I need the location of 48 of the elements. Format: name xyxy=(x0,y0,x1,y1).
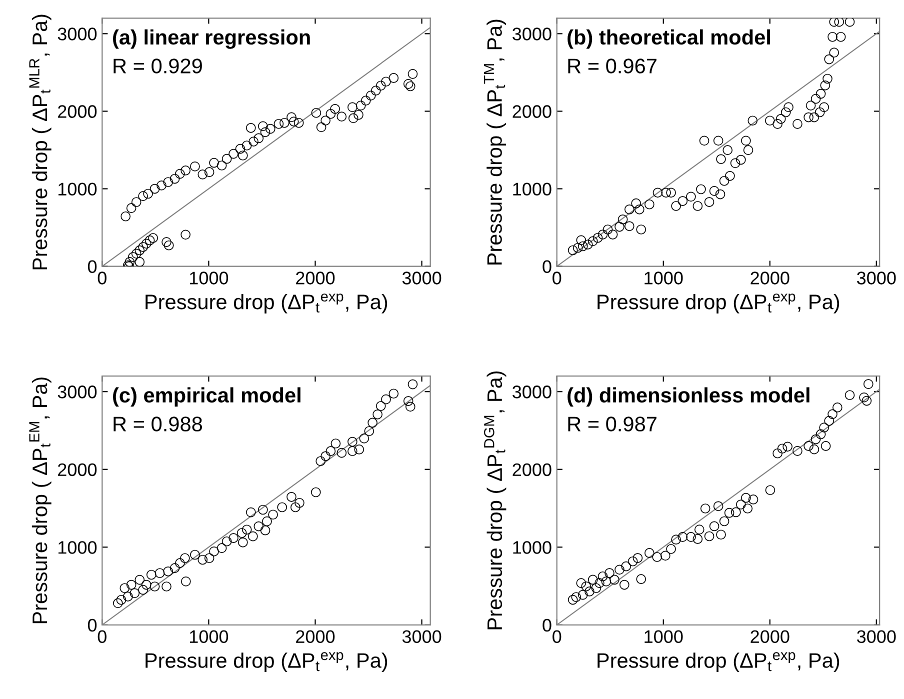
x-tick-label: 2000 xyxy=(750,630,790,644)
x-axis-title: Pressure drop (ΔP$_{t}$$^{exp}$, Pa) xyxy=(146,294,388,314)
x-tick-label: 1000 xyxy=(190,272,228,284)
x-axis-title: Pressure drop (ΔP$_{t}$$^{exp}$, Pa) xyxy=(598,652,840,672)
y-tick-label: 0 xyxy=(542,260,552,274)
x-tick-label: 0 xyxy=(552,272,562,284)
y-tick-label: 1000 xyxy=(513,541,552,554)
x-tick-label: 1000 xyxy=(190,630,228,644)
text: (c) empirical model xyxy=(113,387,300,407)
y-tick-label: 1000 xyxy=(513,182,552,196)
y-tick-label: 2000 xyxy=(512,105,552,118)
y-tick-label: 3000 xyxy=(58,28,97,40)
x-tick-label: 1000 xyxy=(644,272,683,284)
annotation: R = 0.988 xyxy=(114,416,202,432)
y-tick-label: 3000 xyxy=(512,386,552,398)
x-axis-title: Pressure drop (ΔP$_{t}$$^{exp}$, Pa) xyxy=(146,652,388,672)
annotation: R = 0.987 xyxy=(568,416,656,432)
text: (d) dimensionless model xyxy=(568,387,810,407)
x-tick-label: 0 xyxy=(98,272,106,284)
y-tick-label: 0 xyxy=(88,618,97,632)
y-axis-title: Pressure drop ( ΔP$_{t}$$^{DGM}$, Pa) xyxy=(484,371,506,630)
x-tick-label: 1000 xyxy=(644,630,683,644)
x-tick-label: 2000 xyxy=(296,272,335,284)
y-axis-title: Pressure drop ( ΔP$_{t}$$^{MLR}$, Pa) xyxy=(29,14,52,270)
y-tick-label: 2000 xyxy=(512,463,552,476)
x-tick-label: 2000 xyxy=(296,630,335,644)
x-tick-label: 3000 xyxy=(402,272,442,284)
x-tick-label: 3000 xyxy=(857,630,896,644)
y-tick-label: 2000 xyxy=(58,463,97,476)
y-axis-title: Pressure drop ( ΔP$_{t}$$^{TM}$, Pa) xyxy=(484,20,506,264)
y-tick-label: 2000 xyxy=(58,105,97,118)
y-tick-label: 0 xyxy=(542,618,552,632)
x-axis-title: Pressure drop (ΔP$_{t}$$^{exp}$, Pa) xyxy=(598,294,840,314)
text: (b) theoretical model xyxy=(568,29,770,49)
annotation: R = 0.929 xyxy=(114,58,202,74)
x-tick-label: 0 xyxy=(98,630,106,644)
x-tick-label: 2000 xyxy=(750,272,790,284)
annotation: R = 0.967 xyxy=(568,58,656,74)
y-tick-label: 0 xyxy=(88,260,97,274)
x-tick-label: 3000 xyxy=(857,272,896,284)
text: (a) linear regression xyxy=(113,29,310,49)
y-tick-label: 3000 xyxy=(512,28,552,40)
y-axis-title: Pressure drop ( ΔP$_{t}$$^{EM}$, Pa) xyxy=(29,378,52,624)
y-tick-label: 1000 xyxy=(58,182,97,196)
x-tick-label: 3000 xyxy=(402,630,442,644)
x-tick-label: 0 xyxy=(552,630,562,644)
y-tick-label: 1000 xyxy=(58,541,97,554)
y-tick-label: 3000 xyxy=(58,386,97,398)
